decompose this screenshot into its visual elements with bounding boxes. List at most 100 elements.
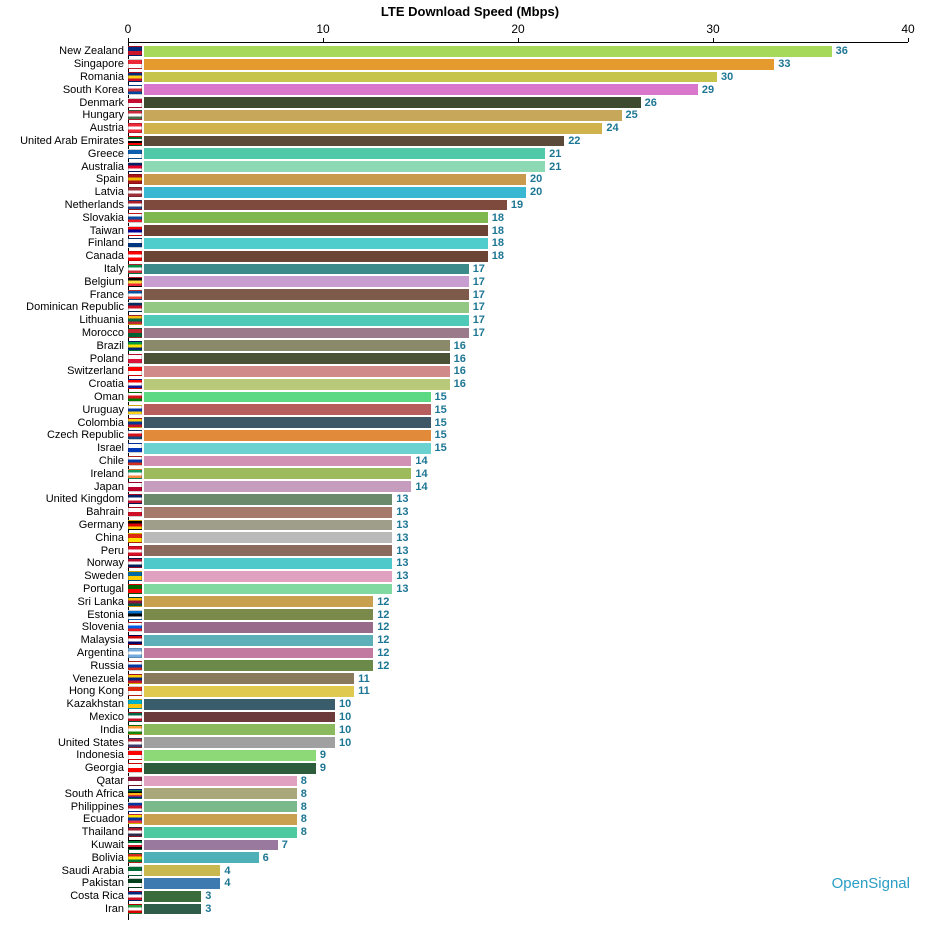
country-label: France xyxy=(90,289,124,301)
bar-row: Israel15 xyxy=(0,442,940,455)
country-label: Uruguay xyxy=(82,404,124,416)
value-label: 8 xyxy=(301,788,307,800)
bar xyxy=(144,840,278,851)
bar xyxy=(144,865,220,876)
bar xyxy=(144,827,297,838)
flag-icon xyxy=(128,827,142,837)
bar xyxy=(144,136,564,147)
flag-icon xyxy=(128,533,142,543)
bar xyxy=(144,200,507,211)
flag-icon xyxy=(128,46,142,56)
flag-icon xyxy=(128,226,142,236)
flag-icon xyxy=(128,200,142,210)
country-label: Croatia xyxy=(89,378,124,390)
bar xyxy=(144,686,354,697)
bar-row: Romania30 xyxy=(0,71,940,84)
value-label: 17 xyxy=(473,276,485,288)
bar xyxy=(144,660,373,671)
flag-icon xyxy=(128,738,142,748)
flag-icon xyxy=(128,354,142,364)
flag-icon xyxy=(128,59,142,69)
flag-icon xyxy=(128,674,142,684)
value-label: 13 xyxy=(396,557,408,569)
country-label: Japan xyxy=(94,481,124,493)
value-label: 17 xyxy=(473,327,485,339)
value-label: 8 xyxy=(301,826,307,838)
country-label: New Zealand xyxy=(59,45,124,57)
flag-icon xyxy=(128,187,142,197)
bar-row: Mexico10 xyxy=(0,711,940,724)
flag-icon xyxy=(128,392,142,402)
bar xyxy=(144,571,392,582)
bar xyxy=(144,404,431,415)
value-label: 13 xyxy=(396,493,408,505)
bar xyxy=(144,174,526,185)
bar xyxy=(144,430,431,441)
bar xyxy=(144,72,717,83)
country-label: Iran xyxy=(105,903,124,915)
bar xyxy=(144,353,450,364)
flag-icon xyxy=(128,302,142,312)
bar xyxy=(144,673,354,684)
bar-row: Portugal13 xyxy=(0,583,940,596)
bar xyxy=(144,366,450,377)
country-label: Thailand xyxy=(82,826,124,838)
bar-row: Switzerland16 xyxy=(0,365,940,378)
bar-row: Singapore33 xyxy=(0,58,940,71)
bar-row: Spain20 xyxy=(0,173,940,186)
value-label: 17 xyxy=(473,301,485,313)
bar xyxy=(144,891,201,902)
value-label: 8 xyxy=(301,813,307,825)
country-label: Bolivia xyxy=(92,852,124,864)
value-label: 16 xyxy=(454,365,466,377)
bar xyxy=(144,532,392,543)
value-label: 25 xyxy=(626,109,638,121)
country-label: Morocco xyxy=(82,327,124,339)
bar-row: Latvia20 xyxy=(0,186,940,199)
country-label: South Korea xyxy=(63,84,124,96)
country-label: Russia xyxy=(90,660,124,672)
bar-row: Kazakhstan10 xyxy=(0,698,940,711)
bar xyxy=(144,212,488,223)
bar-row: Costa Rica 3 xyxy=(0,890,940,903)
bar-row: United States10 xyxy=(0,736,940,749)
lte-speed-chart: LTE Download Speed (Mbps) 010203040 New … xyxy=(0,0,940,940)
bar-row: Taiwan18 xyxy=(0,224,940,237)
bar-row: Japan14 xyxy=(0,480,940,493)
value-label: 3 xyxy=(205,890,211,902)
country-label: Kuwait xyxy=(91,839,124,851)
country-label: Dominican Republic xyxy=(26,301,124,313)
value-label: 12 xyxy=(377,660,389,672)
value-label: 12 xyxy=(377,647,389,659)
country-label: Pakistan xyxy=(82,877,124,889)
country-label: Peru xyxy=(101,545,124,557)
country-label: Colombia xyxy=(78,417,124,429)
country-label: China xyxy=(95,532,124,544)
flag-icon xyxy=(128,776,142,786)
bar xyxy=(144,481,411,492)
bar xyxy=(144,161,545,172)
bar xyxy=(144,46,832,57)
bar xyxy=(144,545,392,556)
value-label: 18 xyxy=(492,212,504,224)
value-label: 7 xyxy=(282,839,288,851)
flag-icon xyxy=(128,520,142,530)
bar xyxy=(144,520,392,531)
flag-icon xyxy=(128,571,142,581)
country-label: Czech Republic xyxy=(47,429,124,441)
country-label: Ireland xyxy=(90,468,124,480)
bar-row: Chile14 xyxy=(0,455,940,468)
value-label: 18 xyxy=(492,250,504,262)
bar xyxy=(144,456,411,467)
flag-icon xyxy=(128,328,142,338)
country-label: Costa Rica xyxy=(70,890,124,902)
value-label: 36 xyxy=(836,45,848,57)
bar xyxy=(144,84,698,95)
flag-icon xyxy=(128,494,142,504)
bar xyxy=(144,315,469,326)
bar-row: Georgia9 xyxy=(0,762,940,775)
flag-icon xyxy=(128,853,142,863)
flag-icon xyxy=(128,72,142,82)
value-label: 12 xyxy=(377,609,389,621)
bar-row: Slovakia18 xyxy=(0,211,940,224)
